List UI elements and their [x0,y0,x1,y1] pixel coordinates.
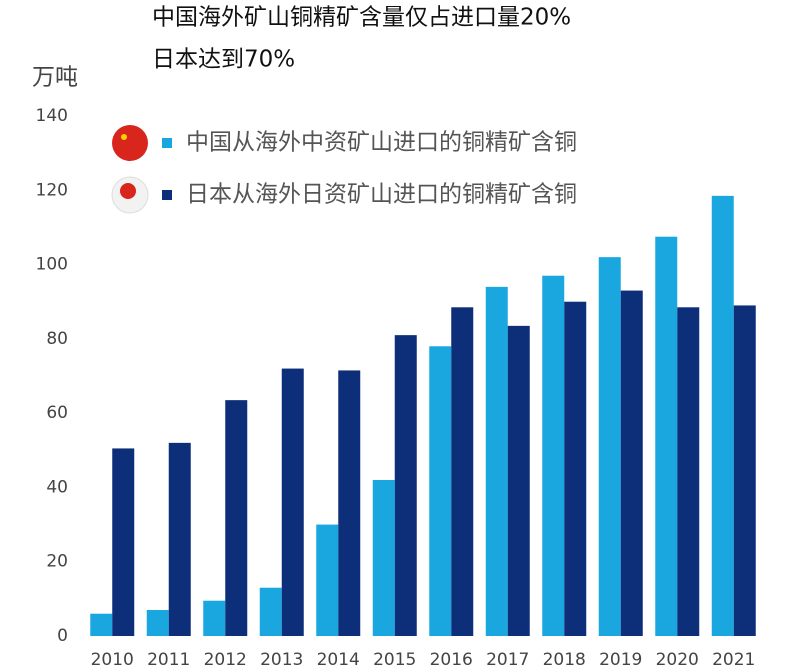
china-flag-icon [112,125,148,161]
bar [542,275,565,636]
chart-title: 中国海外矿山铜精矿含量仅占进口量20% [152,5,571,31]
bar [507,325,530,636]
bar [394,335,417,636]
legend-label: 中国从海外中资矿山进口的铜精矿含铜 [186,130,577,156]
bar [485,286,508,636]
bar [372,480,395,636]
y-tick-label: 0 [57,626,68,646]
bar [655,236,678,636]
bar [598,257,621,636]
bar [677,307,700,636]
y-tick-label: 40 [46,477,68,497]
y-tick-label: 20 [46,552,68,572]
y-tick-label: 60 [46,403,68,423]
bar [281,368,304,636]
bar [733,305,756,636]
bar [338,370,361,636]
y-tick-label: 80 [46,329,68,349]
x-tick-label: 2016 [430,650,473,670]
legend-marker [162,190,172,200]
x-tick-label: 2017 [486,650,529,670]
legend-label: 日本从海外日资矿山进口的铜精矿含铜 [186,182,577,208]
x-tick-label: 2021 [712,650,755,670]
bar [112,448,135,636]
bar [259,587,282,636]
x-tick-label: 2020 [656,650,699,670]
x-tick-label: 2019 [599,650,642,670]
bar [316,524,339,636]
x-tick-label: 2011 [147,650,190,670]
x-tick-label: 2014 [317,650,360,670]
x-tick-label: 2010 [91,650,134,670]
y-tick-label: 140 [36,106,68,126]
chart-subtitle: 日本达到70% [152,47,295,73]
bar [203,600,226,636]
bar [168,442,191,636]
bar [451,307,474,636]
x-tick-label: 2018 [543,650,586,670]
bar [711,195,734,636]
legend-marker [162,138,172,148]
bar [620,290,643,636]
y-axis-label: 万吨 [32,65,78,91]
y-tick-label: 120 [36,180,68,200]
bar [564,301,587,636]
x-tick-label: 2013 [260,650,303,670]
x-tick-label: 2012 [204,650,247,670]
y-tick-label: 100 [36,255,68,275]
japan-flag-icon [111,176,149,214]
bar [429,346,452,636]
x-tick-label: 2015 [373,650,416,670]
bar [90,613,113,636]
bar [225,400,248,636]
bar [146,610,169,636]
